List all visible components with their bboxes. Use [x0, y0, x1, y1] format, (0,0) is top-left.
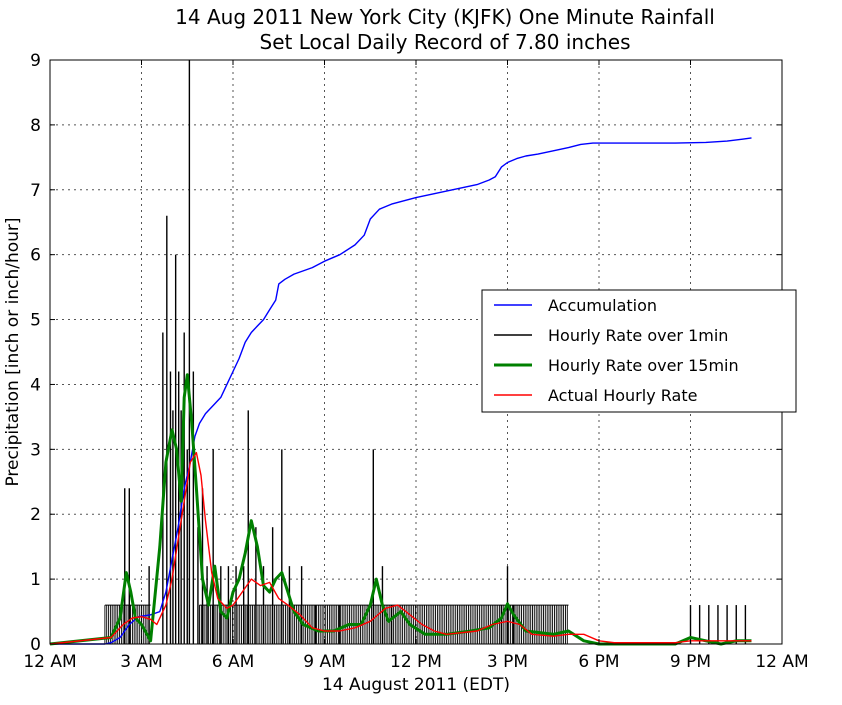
y-tick-label: 0: [30, 635, 41, 655]
series-actual-hourly-rate: [49, 451, 752, 645]
y-tick-label: 3: [30, 440, 41, 460]
y-tick-label: 4: [30, 375, 41, 395]
series-group: [49, 60, 752, 646]
x-tick-label: 3 AM: [120, 652, 163, 672]
legend-label: Actual Hourly Rate: [548, 386, 697, 405]
y-tick-label: 2: [30, 505, 41, 525]
y-tick-label: 5: [30, 311, 41, 331]
x-tick-label: 12 AM: [755, 652, 808, 672]
x-tick-label: 3 PM: [487, 652, 528, 672]
x-tick-label: 6 AM: [212, 652, 255, 672]
legend-box: [481, 289, 797, 413]
y-tick-label: 7: [30, 181, 41, 201]
y-axis-label: Precipitation [inch or inch/hour]: [3, 217, 23, 486]
x-axis-label: 14 August 2011 (EDT): [322, 675, 510, 695]
grid: [50, 60, 782, 644]
x-tick-label: 9 PM: [670, 652, 711, 672]
legend-label: Hourly Rate over 1min: [548, 326, 728, 345]
y-tick-label: 9: [30, 51, 41, 71]
ticks: 12 AM 3 AM 6 AM 9 AM 12 PM 3 PM 6 PM 9 PM 12 AM0…: [23, 51, 808, 672]
y-tick-label: 8: [30, 116, 41, 136]
legend-label: Hourly Rate over 15min: [548, 356, 739, 375]
x-tick-label: 12 PM: [390, 652, 442, 672]
x-tick-label: 6 PM: [578, 652, 619, 672]
x-tick-label: 12 AM: [23, 652, 76, 672]
chart-title: 14 Aug 2011 New York City (KJFK) One Min…: [175, 5, 715, 29]
y-tick-label: 6: [30, 246, 41, 266]
y-tick-label: 1: [30, 570, 41, 590]
x-tick-label: 9 AM: [303, 652, 346, 672]
series-accumulation: [50, 137, 752, 645]
legend: Accumulation Hourly Rate over 1min Hourly …: [481, 289, 797, 413]
legend-label: Accumulation: [548, 296, 657, 315]
chart-subtitle: Set Local Daily Record of 7.80 inches: [260, 30, 631, 54]
